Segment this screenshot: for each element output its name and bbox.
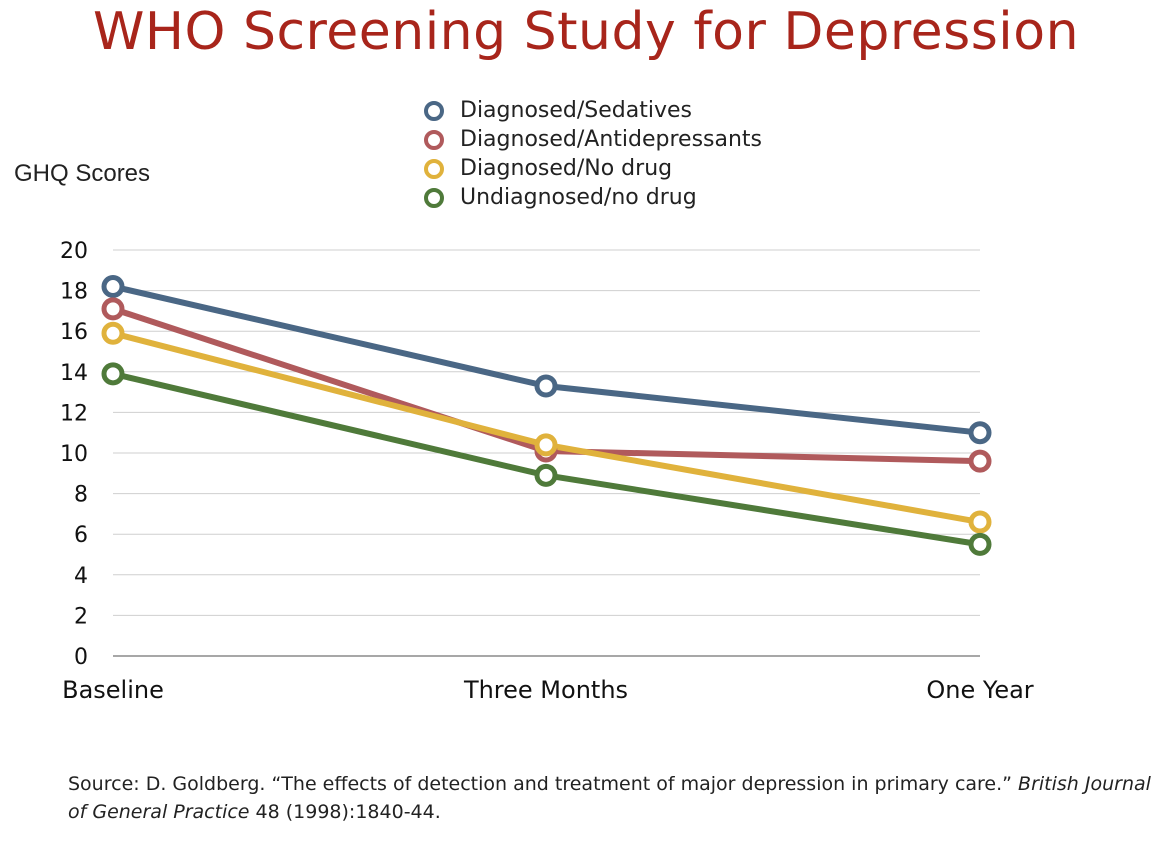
source-citation: Source: D. Goldberg. “The effects of det… xyxy=(68,770,1158,826)
y-tick-label: 14 xyxy=(60,361,88,386)
legend-label: Diagnosed/Antidepressants xyxy=(460,127,763,152)
y-tick-label: 6 xyxy=(74,523,88,548)
data-point xyxy=(968,510,992,534)
data-point xyxy=(534,433,558,457)
legend-marker-icon xyxy=(424,158,444,179)
data-point xyxy=(101,297,125,321)
data-point xyxy=(968,421,992,445)
data-point xyxy=(101,362,125,386)
legend-label: Undiagnosed/no drug xyxy=(460,185,697,210)
legend-label: Diagnosed/Sedatives xyxy=(460,98,692,123)
legend-item: Diagnosed/No drug xyxy=(424,154,762,183)
y-tick-label: 8 xyxy=(74,483,88,508)
legend-marker-icon xyxy=(424,187,444,208)
legend-label: Diagnosed/No drug xyxy=(460,156,673,181)
y-tick-label: 4 xyxy=(74,564,88,589)
source-text: Source: D. Goldberg. “The effects of det… xyxy=(68,773,1019,795)
y-tick-label: 18 xyxy=(60,280,88,305)
x-tick-label: One Year xyxy=(926,676,1033,704)
data-point xyxy=(534,463,558,487)
data-point xyxy=(968,532,992,556)
source-journal: British Journal of General Practice xyxy=(68,773,1151,823)
y-tick-label: 2 xyxy=(74,604,88,629)
series-line xyxy=(110,283,983,436)
y-tick-label: 10 xyxy=(60,442,88,467)
y-axis-label: GHQ Scores xyxy=(14,160,151,187)
legend-item: Diagnosed/Antidepressants xyxy=(424,125,762,154)
legend: Diagnosed/Sedatives Diagnosed/Antidepres… xyxy=(424,96,762,212)
data-point xyxy=(534,374,558,398)
y-tick-label: 16 xyxy=(60,320,88,345)
legend-item: Undiagnosed/no drug xyxy=(424,183,762,212)
chart-title: WHO Screening Study for Depression xyxy=(92,2,1080,62)
data-point xyxy=(101,321,125,345)
legend-marker-icon xyxy=(424,100,444,121)
x-tick-label: Three Months xyxy=(463,676,628,704)
data-point xyxy=(101,275,125,299)
y-tick-label: 20 xyxy=(60,239,88,264)
legend-item: Diagnosed/Sedatives xyxy=(424,96,762,125)
y-tick-label: 12 xyxy=(60,401,88,426)
x-tick-label: Baseline xyxy=(62,676,164,704)
source-suffix: 48 (1998):1840-44. xyxy=(249,801,441,823)
data-point xyxy=(968,449,992,473)
legend-marker-icon xyxy=(424,129,444,150)
y-tick-label: 0 xyxy=(74,645,88,670)
